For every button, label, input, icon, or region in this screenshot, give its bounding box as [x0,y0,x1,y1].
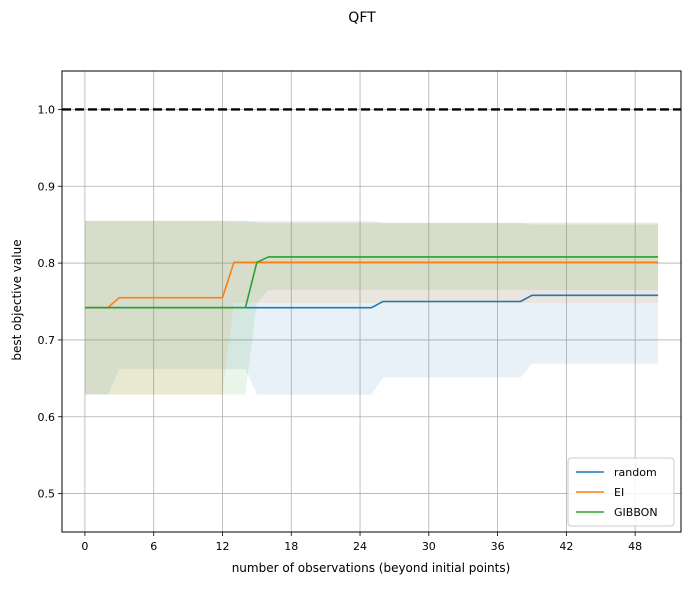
legend-label-gibbon: GIBBON [614,506,658,519]
axis-ticks: 0 6 12 18 24 30 36 42 48 0.5 0.6 0.7 0.8 0.9 1.0 [38,103,643,553]
y-tick-label: 0.7 [38,334,56,347]
x-tick-label: 18 [284,540,298,553]
plot-frame [61,70,682,533]
legend-label-random: random [614,466,657,479]
x-tick-label: 6 [150,540,157,553]
series-band-gibbon [84,220,659,395]
x-tick-label: 30 [422,540,436,553]
series-line-gibbon [84,256,659,309]
y-tick-label: 0.8 [38,257,56,270]
x-tick-label: 0 [81,540,88,553]
legend-box [567,457,675,527]
x-tick-label: 12 [215,540,229,553]
legend-label-ei: EI [614,486,624,499]
x-axis-label: number of observations (beyond initial p… [232,561,511,575]
chart-title: QFT [348,10,376,26]
y-tick-label: 1.0 [38,103,56,116]
y-axis-label: best objective value [10,239,24,360]
series-line-random [84,294,659,309]
x-tick-label: 36 [491,540,505,553]
legend: random EI GIBBON [567,457,675,527]
y-tick-label: 0.6 [38,411,56,424]
y-tick-label: 0.5 [38,488,56,501]
plot-area [62,71,681,532]
x-tick-label: 42 [559,540,573,553]
x-tick-label: 24 [353,540,367,553]
series-band-ei [84,220,659,395]
x-tick-label: 48 [628,540,642,553]
y-tick-label: 0.9 [38,180,56,193]
series-lines [84,256,659,309]
